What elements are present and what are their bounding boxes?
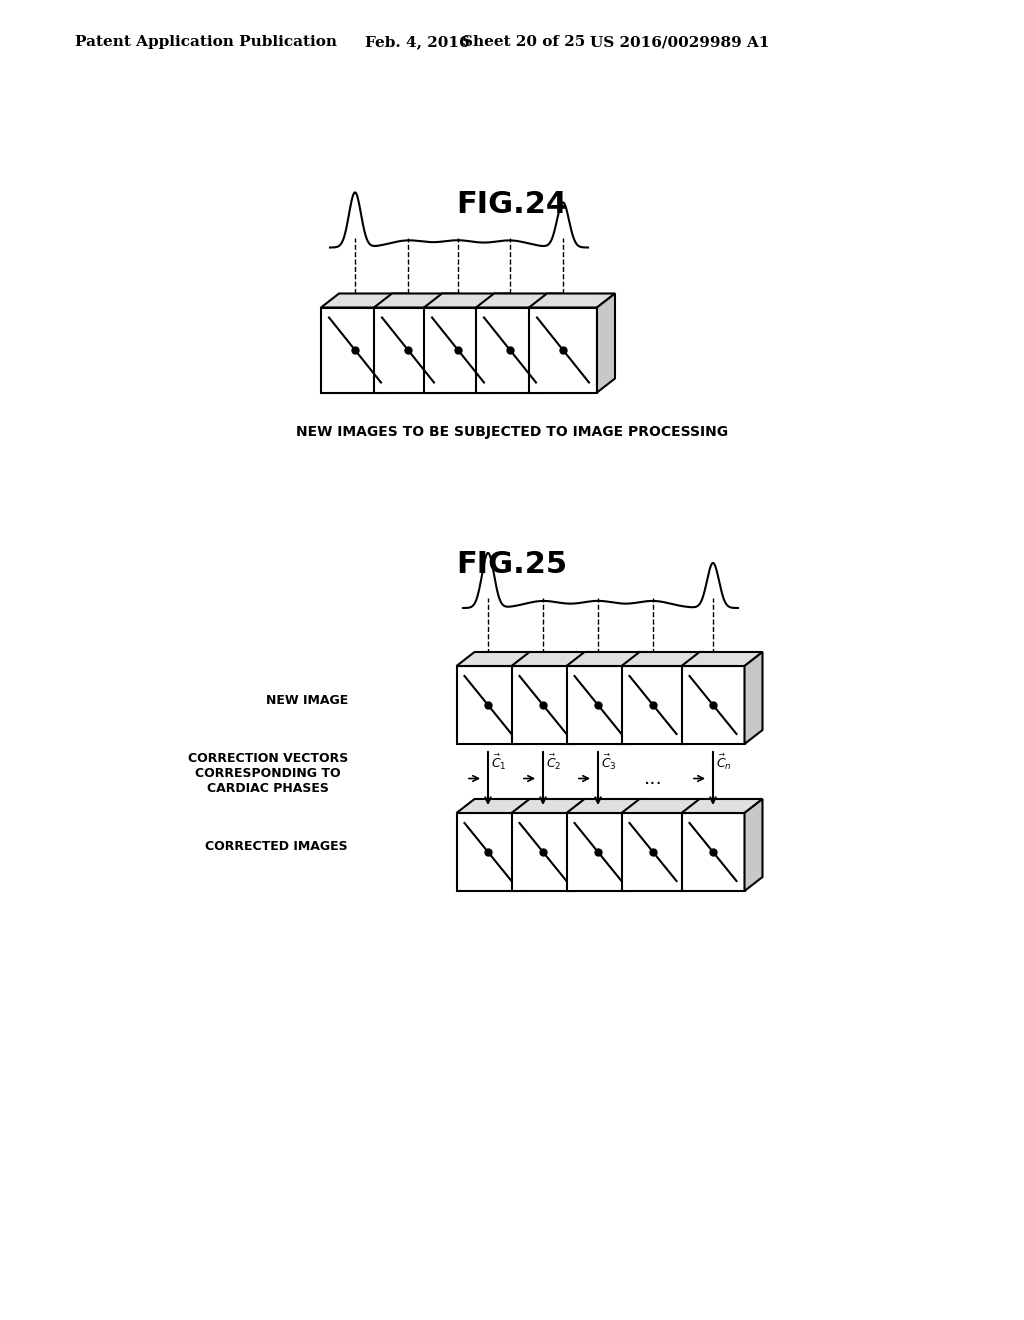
Polygon shape (566, 667, 630, 744)
Polygon shape (574, 652, 593, 744)
Polygon shape (424, 308, 492, 392)
Text: ...: ... (644, 770, 663, 788)
Polygon shape (622, 813, 684, 891)
Polygon shape (374, 308, 442, 392)
Text: $\vec{C}_2$: $\vec{C}_2$ (546, 754, 561, 772)
Text: $\vec{C}_n$: $\vec{C}_n$ (716, 754, 732, 772)
Polygon shape (321, 308, 389, 392)
Polygon shape (566, 813, 630, 891)
Text: NEW IMAGE: NEW IMAGE (266, 693, 348, 706)
Polygon shape (512, 652, 593, 667)
Polygon shape (476, 293, 562, 308)
Polygon shape (424, 293, 510, 308)
Polygon shape (630, 652, 647, 744)
Text: CORRECTED IMAGES: CORRECTED IMAGES (206, 841, 348, 854)
Polygon shape (476, 308, 544, 392)
Polygon shape (457, 799, 538, 813)
Polygon shape (512, 813, 574, 891)
Polygon shape (682, 652, 763, 667)
Polygon shape (684, 652, 702, 744)
Polygon shape (321, 293, 407, 308)
Text: $\vec{C}_3$: $\vec{C}_3$ (601, 754, 616, 772)
Polygon shape (512, 799, 593, 813)
Polygon shape (519, 652, 538, 744)
Text: Sheet 20 of 25: Sheet 20 of 25 (462, 36, 586, 49)
Polygon shape (566, 652, 647, 667)
Text: Feb. 4, 2016: Feb. 4, 2016 (365, 36, 470, 49)
Polygon shape (457, 667, 519, 744)
Polygon shape (457, 813, 519, 891)
Text: US 2016/0029989 A1: US 2016/0029989 A1 (590, 36, 769, 49)
Text: FIG.24: FIG.24 (457, 190, 567, 219)
Polygon shape (492, 293, 510, 392)
Text: FIG.25: FIG.25 (457, 550, 567, 579)
Polygon shape (684, 799, 702, 891)
Polygon shape (622, 667, 684, 744)
Polygon shape (519, 799, 538, 891)
Polygon shape (630, 799, 647, 891)
Polygon shape (374, 293, 460, 308)
Polygon shape (529, 308, 597, 392)
Polygon shape (566, 799, 647, 813)
Text: $\vec{C}_1$: $\vec{C}_1$ (490, 754, 507, 772)
Polygon shape (622, 799, 702, 813)
Polygon shape (682, 799, 763, 813)
Polygon shape (744, 652, 763, 744)
Polygon shape (744, 799, 763, 891)
Polygon shape (597, 293, 615, 392)
Polygon shape (544, 293, 562, 392)
Polygon shape (529, 293, 615, 308)
Polygon shape (442, 293, 460, 392)
Polygon shape (574, 799, 593, 891)
Polygon shape (512, 667, 574, 744)
Text: Patent Application Publication: Patent Application Publication (75, 36, 337, 49)
Text: CORRECTION VECTORS
CORRESPONDING TO
CARDIAC PHASES: CORRECTION VECTORS CORRESPONDING TO CARD… (187, 752, 348, 795)
Polygon shape (682, 813, 744, 891)
Polygon shape (457, 652, 538, 667)
Text: NEW IMAGES TO BE SUBJECTED TO IMAGE PROCESSING: NEW IMAGES TO BE SUBJECTED TO IMAGE PROC… (296, 425, 728, 440)
Polygon shape (682, 667, 744, 744)
Polygon shape (389, 293, 407, 392)
Polygon shape (622, 652, 702, 667)
